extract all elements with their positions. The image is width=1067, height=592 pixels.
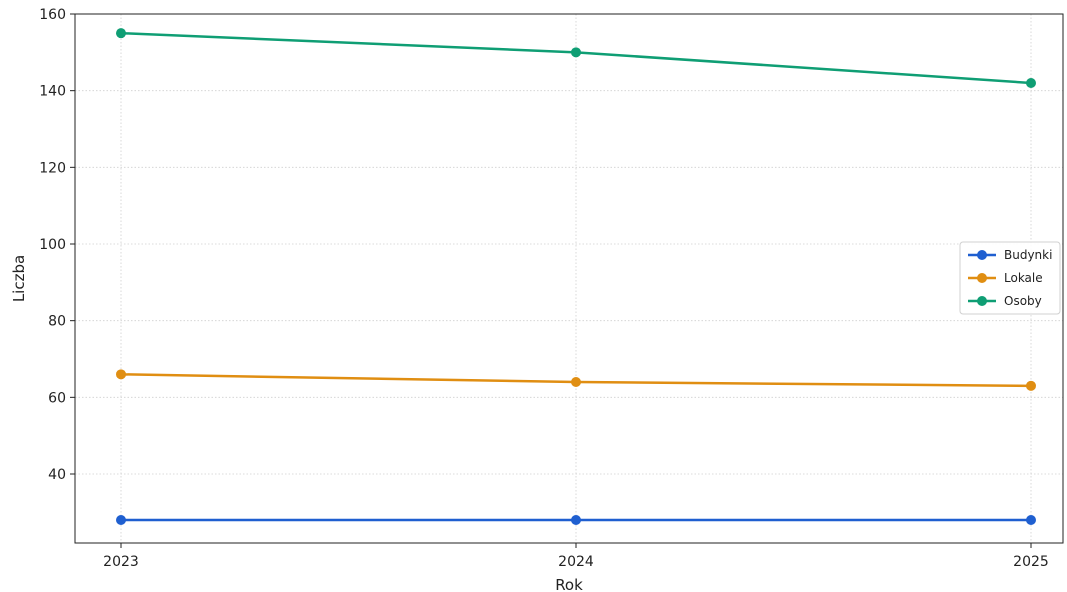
legend-label-osoby: Osoby xyxy=(1004,294,1042,308)
legend-marker-osoby xyxy=(977,296,987,306)
x-tick-label: 2025 xyxy=(1013,554,1049,570)
legend-box xyxy=(959,241,1061,315)
series-line-osoby xyxy=(120,31,1032,85)
y-tick-label: 160 xyxy=(39,7,66,23)
x-tick-label: 2024 xyxy=(558,554,594,570)
plot-frame xyxy=(74,13,1064,544)
legend: Budynki Lokale Osoby xyxy=(959,241,1061,315)
data-point-lokale xyxy=(571,377,581,387)
y-tick-label: 120 xyxy=(39,160,66,176)
y-tick-label: 140 xyxy=(39,84,66,100)
data-point-osoby xyxy=(571,47,581,58)
x-axis-label: Rok xyxy=(555,576,583,592)
data-point-lokale xyxy=(116,369,126,380)
legend-label-budynki: Budynki xyxy=(1004,248,1052,262)
grid xyxy=(75,13,1063,543)
data-point-osoby xyxy=(1026,78,1036,88)
legend-marker-lokale xyxy=(977,273,987,283)
data-point-osoby xyxy=(116,28,126,39)
legend-marker-budynki xyxy=(977,250,987,260)
x-tick-label: 2023 xyxy=(103,554,139,570)
y-tick-label: 80 xyxy=(48,314,66,330)
y-axis-label: Liczba xyxy=(10,255,28,302)
data-point-budynki xyxy=(116,515,126,525)
data-point-budynki xyxy=(1026,515,1036,525)
y-tick-label: 60 xyxy=(48,390,66,406)
data-point-budynki xyxy=(571,515,581,525)
y-tick-label: 100 xyxy=(39,237,66,253)
legend-label-lokale: Lokale xyxy=(1004,271,1043,285)
y-tick-label: 40 xyxy=(48,467,66,483)
data-point-lokale xyxy=(1026,380,1036,391)
series-layer xyxy=(116,28,1036,525)
axis-ticks: 40 60 80 100 120 140 160 2023 2024 2025 xyxy=(39,7,1049,570)
